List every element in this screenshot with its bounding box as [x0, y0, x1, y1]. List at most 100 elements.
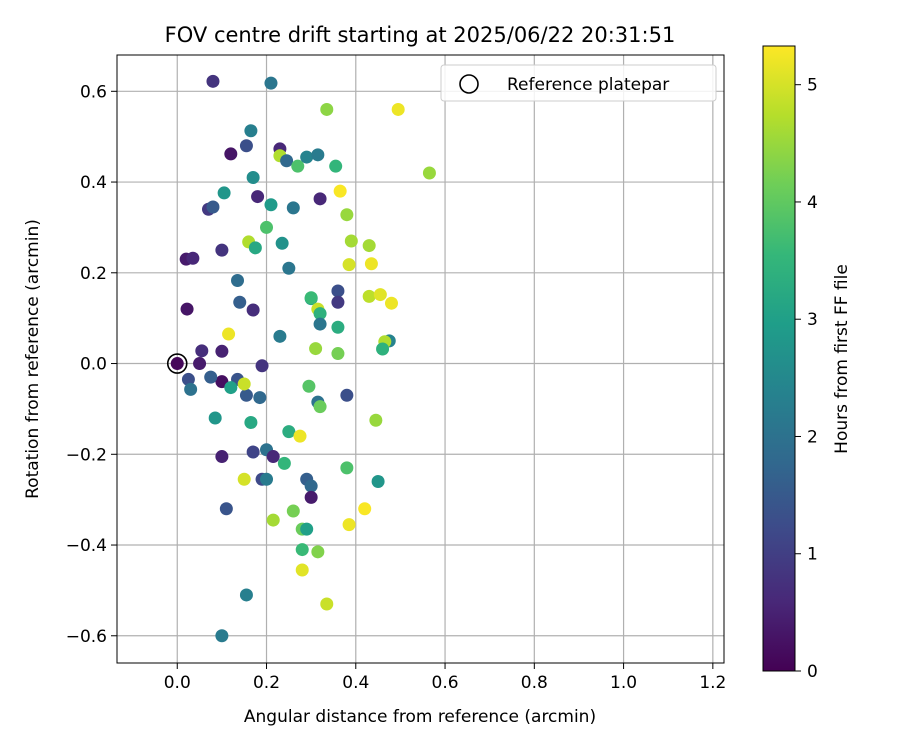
- scatter-point: [331, 284, 345, 298]
- scatter-point: [244, 416, 258, 430]
- colorbar-tick-label: 1: [807, 545, 818, 565]
- y-tick-label: −0.6: [66, 627, 107, 647]
- scatter-point: [362, 289, 376, 303]
- scatter-point: [295, 543, 309, 557]
- x-tick-label: 0.8: [521, 673, 548, 693]
- scatter-point: [233, 295, 247, 309]
- colorbar: 0 1 2 3 4 5 Hours from first FF file: [762, 45, 852, 682]
- scatter-point: [260, 220, 274, 234]
- scatter-point: [239, 139, 253, 153]
- scatter-point: [364, 257, 378, 271]
- x-tick-label: 1.0: [610, 673, 637, 693]
- scatter-point: [286, 504, 300, 518]
- scatter-point: [275, 236, 289, 250]
- scatter-point: [280, 154, 294, 168]
- scatter-point: [300, 522, 314, 536]
- scatter-point: [266, 513, 280, 527]
- x-tick-label: 0.6: [432, 673, 459, 693]
- scatter-point: [422, 166, 436, 180]
- scatter-point: [215, 243, 229, 257]
- scatter-point: [248, 241, 262, 255]
- scatter-point: [295, 563, 309, 577]
- scatter-point: [251, 190, 265, 204]
- y-axis-ticks: −0.6 −0.4 −0.2 0.0 0.2 0.4 0.6: [66, 82, 117, 647]
- scatter-point: [384, 296, 398, 310]
- scatter-point: [208, 411, 222, 425]
- reference-marker: [166, 353, 188, 374]
- chart-title: FOV centre drift starting at 2025/06/22 …: [165, 23, 676, 47]
- scatter-point: [253, 391, 267, 405]
- scatter-point: [340, 461, 354, 475]
- scatter-point: [266, 450, 280, 464]
- scatter-point: [260, 472, 274, 486]
- plot-area-frame: [116, 54, 725, 664]
- y-tick-label: −0.2: [66, 445, 107, 465]
- y-tick-label: 0.4: [80, 173, 107, 193]
- scatter-point: [215, 629, 229, 643]
- scatter-point: [224, 147, 238, 161]
- scatter-point: [371, 475, 385, 489]
- scatter-point: [264, 76, 278, 90]
- scatter-point: [344, 234, 358, 248]
- scatter-point: [313, 307, 327, 321]
- scatter-point: [313, 192, 327, 206]
- scatter-point: [313, 317, 327, 331]
- scatter-point: [311, 545, 325, 559]
- scatter-point: [246, 445, 260, 459]
- grid: [117, 55, 724, 663]
- scatter-points: [170, 74, 436, 643]
- colorbar-tick-label: 2: [807, 427, 818, 447]
- scatter-point: [195, 344, 209, 358]
- legend-label: Reference platepar: [507, 75, 669, 95]
- scatter-point: [184, 382, 198, 396]
- scatter-point: [217, 186, 231, 200]
- colorbar-tick-label: 4: [807, 193, 818, 213]
- x-axis-label: Angular distance from reference (arcmin): [244, 707, 596, 727]
- scatter-point: [246, 303, 260, 317]
- scatter-point: [237, 472, 251, 486]
- scatter-point: [331, 320, 345, 334]
- scatter-point: [237, 377, 251, 391]
- legend-marker-icon: [459, 74, 479, 94]
- scatter-point: [291, 159, 305, 173]
- scatter-point: [342, 258, 356, 272]
- scatter-point: [373, 288, 387, 302]
- y-tick-label: −0.4: [66, 536, 107, 556]
- scatter-point: [358, 502, 372, 516]
- scatter-point: [340, 388, 354, 402]
- scatter-point: [206, 200, 220, 214]
- scatter-point: [313, 400, 327, 414]
- colorbar-tick-label: 3: [807, 310, 818, 330]
- colorbar-gradient: [762, 45, 796, 672]
- scatter-point: [376, 342, 390, 356]
- scatter-point: [333, 184, 347, 198]
- reference-marker-ring: [166, 353, 188, 374]
- scatter-point: [329, 159, 343, 173]
- scatter-point: [331, 347, 345, 361]
- scatter-point: [362, 239, 376, 253]
- scatter-point: [391, 102, 405, 116]
- scatter-point: [246, 171, 260, 185]
- colorbar-label: Hours from first FF file: [832, 264, 852, 454]
- scatter-point: [215, 344, 229, 358]
- scatter-point: [244, 124, 258, 138]
- scatter-point: [304, 490, 318, 504]
- scatter-point: [311, 148, 325, 162]
- colorbar-ticks: 0 1 2 3 4 5: [795, 76, 818, 682]
- x-tick-label: 0.2: [253, 673, 280, 693]
- scatter-point: [277, 456, 291, 470]
- x-tick-label: 0.4: [342, 673, 369, 693]
- scatter-point: [340, 208, 354, 222]
- scatter-point: [320, 597, 334, 611]
- scatter-point: [293, 429, 307, 443]
- scatter-point: [264, 198, 278, 212]
- scatter-point: [181, 372, 195, 386]
- x-axis-ticks: 0.0 0.2 0.4 0.6 0.8 1.0 1.2: [164, 663, 726, 693]
- scatter-point: [239, 388, 253, 402]
- scatter-point: [309, 342, 323, 356]
- scatter-point: [304, 479, 318, 493]
- y-tick-label: 0.6: [80, 82, 107, 102]
- x-tick-label: 0.0: [164, 673, 191, 693]
- y-tick-label: 0.0: [80, 355, 107, 375]
